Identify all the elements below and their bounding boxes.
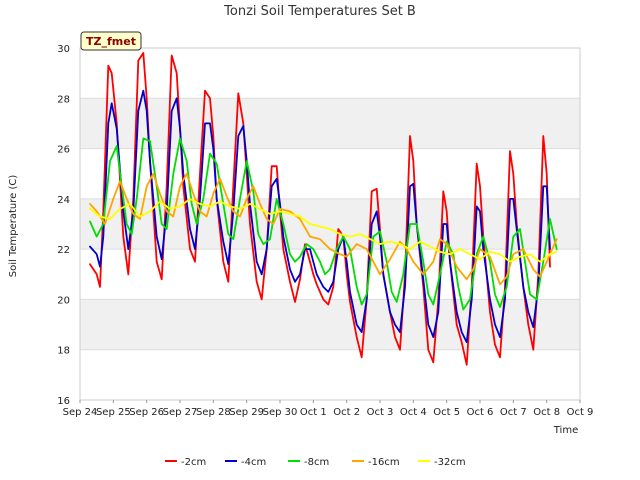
x-tick-label: Sep 28 — [196, 407, 231, 418]
x-tick-label: Oct 7 — [500, 407, 527, 418]
legend-label: -32cm — [434, 457, 466, 468]
x-tick-label: Oct 9 — [567, 407, 594, 418]
y-axis-label: Soil Temperature (C) — [8, 175, 19, 278]
series-line-2cm — [89, 52, 551, 366]
legend-label: -16cm — [368, 457, 400, 468]
band — [80, 98, 580, 149]
legend-label: -4cm — [241, 457, 266, 468]
y-tick-label: 18 — [57, 346, 70, 357]
fmet-badge: TZ_fmet — [80, 31, 142, 51]
y-tick-label: 16 — [57, 396, 70, 407]
chart-title: Tonzi Soil Temperatures Set B — [223, 4, 416, 19]
legend-item: -8cm — [288, 457, 329, 468]
legend-label: -8cm — [304, 457, 329, 468]
x-tick-label: Sep 27 — [163, 407, 198, 418]
y-tick-label: 28 — [57, 94, 70, 105]
x-tick-label: Sep 29 — [229, 407, 264, 418]
x-tick-label: Sep 25 — [96, 407, 131, 418]
x-tick-label: Oct 4 — [400, 407, 427, 418]
legend: -2cm -4cm -8cm -16cm -32cm — [165, 457, 466, 468]
legend-label: -2cm — [181, 457, 206, 468]
badge-label: TZ_fmet — [86, 35, 136, 48]
y-axis-ticks: 16 18 20 22 24 26 28 30 — [57, 44, 70, 407]
x-tick-label: Sep 24 — [63, 407, 98, 418]
series-line-32cm — [89, 197, 558, 263]
plot-background-bands — [80, 48, 580, 400]
y-tick-label: 24 — [57, 195, 70, 206]
y-tick-label: 30 — [57, 44, 70, 55]
y-tick-label: 26 — [57, 145, 70, 156]
legend-item: -32cm — [418, 457, 466, 468]
series-line-4cm — [89, 89, 551, 344]
y-tick-label: 20 — [57, 295, 70, 306]
series-line-8cm — [89, 137, 558, 311]
series-line-16cm — [89, 172, 558, 286]
x-tick-label: Oct 3 — [367, 407, 394, 418]
legend-item: -2cm — [165, 457, 206, 468]
x-tick-label: Oct 2 — [333, 407, 360, 418]
y-tick-label: 22 — [57, 245, 70, 256]
legend-item: -4cm — [225, 457, 266, 468]
x-tick-label: Oct 5 — [433, 407, 460, 418]
plot-frame — [79, 47, 581, 401]
x-tick-label: Oct 1 — [300, 407, 327, 418]
band — [80, 299, 580, 350]
series-layer — [89, 52, 558, 366]
x-tick-label: Oct 6 — [467, 407, 494, 418]
x-tick-label: Oct 8 — [533, 407, 560, 418]
legend-item: -16cm — [352, 457, 400, 468]
x-tick-label: Sep 26 — [129, 407, 164, 418]
x-axis-label: Time — [553, 425, 578, 436]
x-tick-label: Sep 30 — [263, 407, 298, 418]
